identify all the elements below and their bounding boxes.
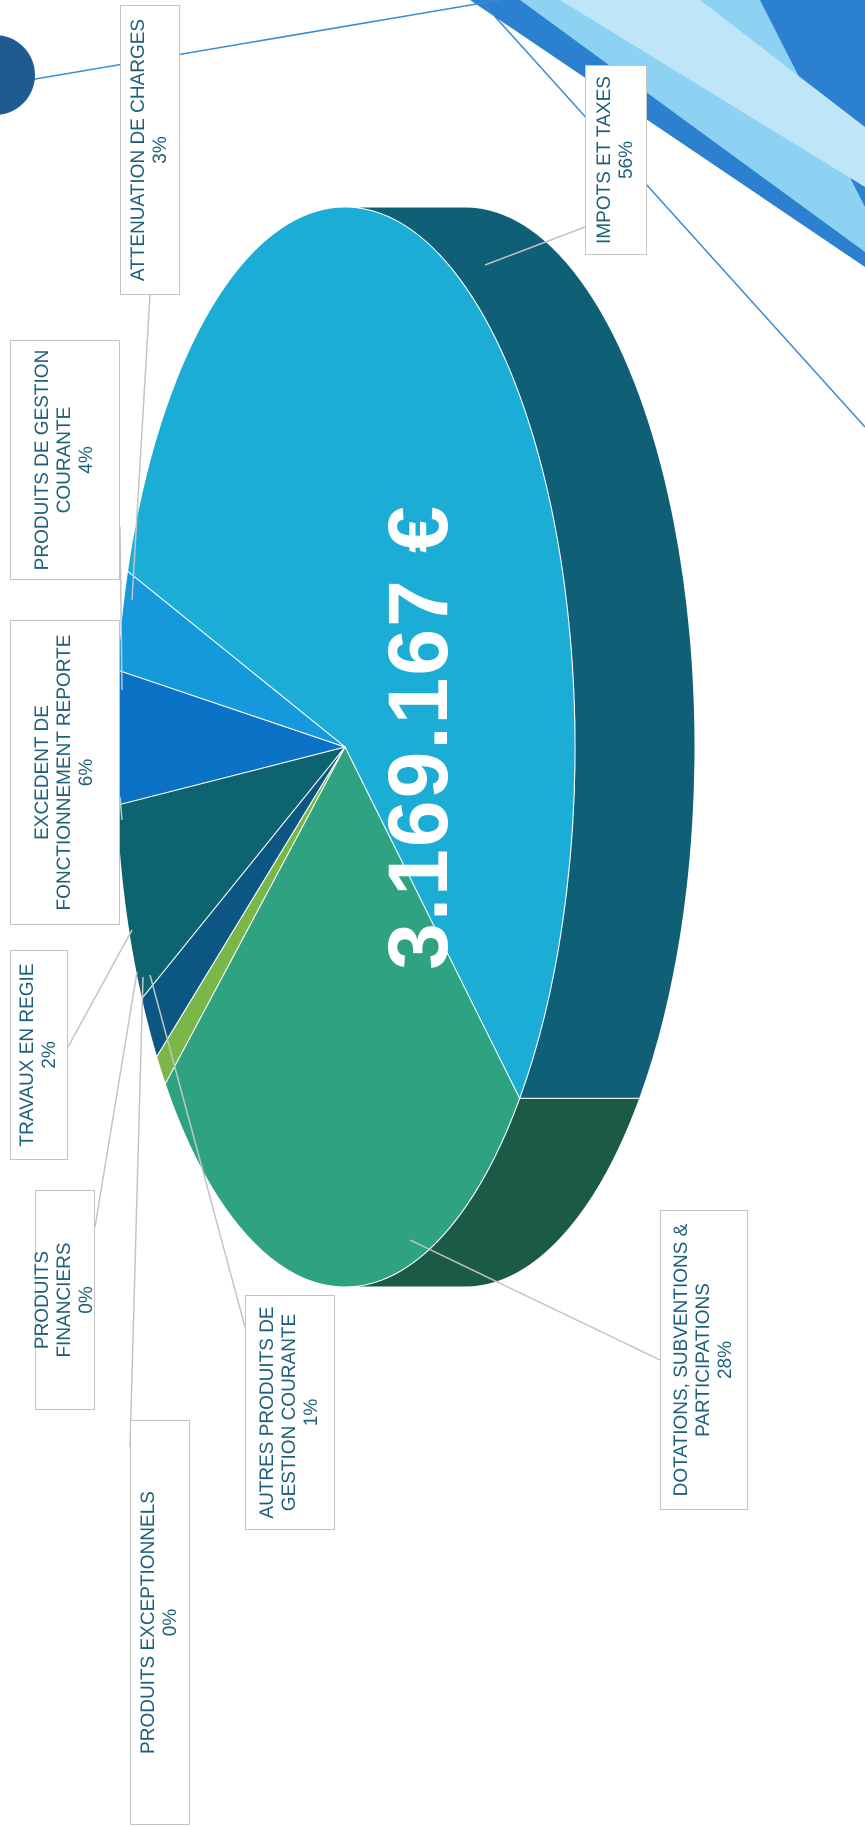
- data-label: PRODUITS FINANCIERS 0%: [32, 1190, 97, 1410]
- value-label: 56%: [616, 140, 637, 180]
- value-label: 0%: [76, 1286, 97, 1314]
- decor: [479, 0, 865, 428]
- data-label: EXCEDENT DE FONCTIONNEMENT REPORTE 6%: [10, 620, 120, 925]
- decor: [0, 35, 35, 115]
- value-label: 6%: [76, 758, 97, 787]
- leader-line: [149, 974, 246, 1328]
- value-label: 3%: [150, 136, 171, 164]
- leader-line: [119, 526, 123, 691]
- data-label: IMPOTS ET TAXES 56%: [585, 65, 647, 255]
- center-label: 3.169.167 €: [371, 504, 465, 970]
- category-name: EXCEDENT DE FONCTIONNEMENT REPORTE: [32, 634, 75, 911]
- leader-line: [131, 294, 151, 601]
- category-name: TRAVAUX EN REGIE: [17, 963, 38, 1147]
- leader-line: [129, 976, 144, 1448]
- leader-line: [409, 1239, 661, 1361]
- decor: [0, 0, 501, 86]
- value-label: 4%: [76, 446, 97, 474]
- pie-slice: [164, 745, 521, 1288]
- data-label: AUTRES PRODUITS DE GESTION COURANTE 1%: [245, 1295, 335, 1530]
- category-name: PRODUITS FINANCIERS: [32, 1242, 75, 1358]
- category-name: IMPOTS ET TAXES: [594, 76, 615, 244]
- category-name: PRODUITS EXCEPTIONNELS: [138, 1491, 159, 1754]
- category-name: AUTRES PRODUITS DE GESTION COURANTE: [257, 1306, 300, 1519]
- category-name: ATTENUATION DE CHARGES: [128, 18, 149, 282]
- data-label: ATTENUATION DE CHARGES 3%: [120, 5, 180, 295]
- category-name: PRODUITS DE GESTION COURANTE: [32, 349, 75, 571]
- data-label: PRODUITS DE GESTION COURANTE 4%: [10, 340, 120, 580]
- data-label: TRAVAUX EN REGIE 2%: [10, 950, 68, 1160]
- value-label: 28%: [715, 1340, 736, 1380]
- pie-slice: [126, 206, 576, 1100]
- value-label: 1%: [301, 1398, 322, 1427]
- decor: [560, 0, 865, 187]
- value-label: 2%: [39, 1041, 60, 1069]
- value-label: 0%: [160, 1608, 181, 1637]
- data-label: DOTATIONS, SUBVENTIONS & PARTICIPATIONS 2…: [660, 1210, 748, 1510]
- leader-line: [67, 929, 133, 1048]
- data-label: PRODUITS EXCEPTIONNELS 0%: [130, 1420, 190, 1825]
- leader-line: [94, 971, 138, 1228]
- leader-line: [484, 226, 586, 266]
- category-name: DOTATIONS, SUBVENTIONS & PARTICIPATIONS: [671, 1223, 714, 1497]
- leader-line: [119, 796, 123, 821]
